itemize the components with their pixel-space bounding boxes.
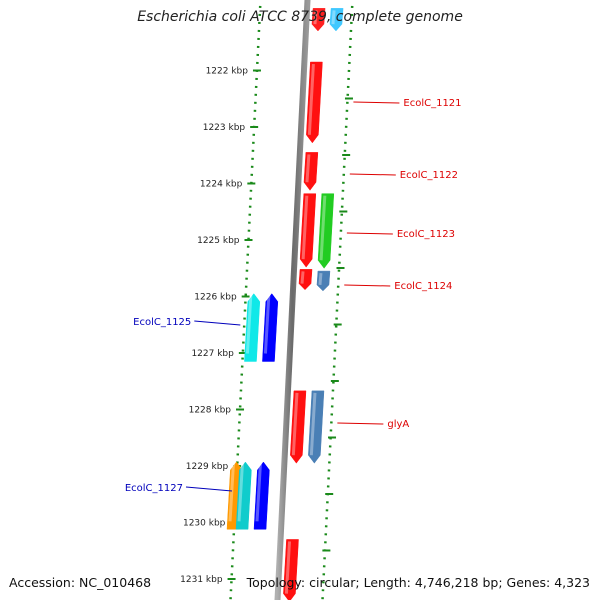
topology-text: Topology: circular; Length: 4,746,218 bp… bbox=[246, 575, 590, 590]
gene-highlight bbox=[318, 272, 323, 286]
accession-text: Accession: NC_010468 bbox=[9, 575, 152, 590]
gene-arrow[interactable] bbox=[308, 390, 325, 464]
gene-label-leader bbox=[344, 284, 391, 287]
gene-highlight bbox=[237, 463, 244, 522]
gene-highlight bbox=[309, 392, 317, 456]
gene-label-leader bbox=[337, 422, 384, 425]
gene-highlight bbox=[305, 154, 311, 183]
gene-label[interactable]: EcolC_1121 bbox=[403, 98, 461, 109]
gene-arrow[interactable] bbox=[317, 193, 335, 269]
gene-label-leader bbox=[194, 320, 241, 326]
gene-label-leader bbox=[349, 173, 396, 176]
gene-highlight bbox=[284, 541, 292, 594]
gene-highlight bbox=[255, 463, 262, 522]
axis-tick-label: 1230 kbp bbox=[183, 519, 226, 529]
axis-tick-label: 1226 kbp bbox=[194, 293, 237, 303]
axis-tick-label: 1227 kbp bbox=[191, 349, 234, 359]
gene-highlight bbox=[307, 63, 315, 135]
gene-highlight bbox=[245, 295, 253, 354]
gene-arrow[interactable] bbox=[235, 461, 252, 530]
gene-arrow[interactable] bbox=[311, 8, 326, 32]
gene-arrow[interactable] bbox=[306, 61, 323, 144]
gene-label[interactable]: EcolC_1124 bbox=[394, 281, 452, 292]
gene-highlight bbox=[331, 10, 336, 25]
gene-arrow[interactable] bbox=[244, 293, 261, 362]
gene-label[interactable]: EcolC_1127 bbox=[125, 483, 183, 494]
axis-tick-label: 1225 kbp bbox=[197, 236, 240, 246]
gene-arrow[interactable] bbox=[253, 461, 270, 530]
gene-highlight bbox=[313, 10, 318, 25]
axis-tick-label: 1229 kbp bbox=[186, 462, 229, 472]
axis-tick-label: 1222 kbp bbox=[206, 67, 249, 77]
gene-highlight bbox=[263, 295, 271, 354]
gene-arrow[interactable] bbox=[290, 390, 307, 464]
axis-tick-label: 1224 kbp bbox=[200, 180, 243, 190]
gene-arrow[interactable] bbox=[283, 539, 299, 603]
gene-label-leader bbox=[346, 232, 393, 235]
axis-tick-label: 1228 kbp bbox=[189, 406, 232, 416]
gene-label[interactable]: EcolC_1123 bbox=[397, 229, 455, 240]
gene-highlight bbox=[228, 463, 235, 522]
genome-backbone bbox=[274, 0, 311, 605]
gene-highlight bbox=[319, 195, 327, 261]
axis-tick-label: 1231 kbp bbox=[180, 575, 223, 585]
map-title: Escherichia coli ATCC 8739, complete gen… bbox=[137, 9, 463, 25]
gene-label[interactable]: glyA bbox=[387, 419, 409, 430]
gene-arrow[interactable] bbox=[262, 293, 279, 362]
gene-arrow[interactable] bbox=[303, 152, 319, 191]
gene-arrow[interactable] bbox=[316, 270, 331, 292]
gene-label-leader bbox=[353, 101, 400, 104]
gene-label-leader bbox=[185, 486, 233, 492]
gene-highlight bbox=[300, 271, 305, 284]
gene-arrow[interactable] bbox=[329, 8, 344, 32]
gene-highlight bbox=[301, 195, 309, 260]
gene-arrow[interactable] bbox=[299, 193, 317, 268]
gene-label[interactable]: EcolC_1122 bbox=[400, 170, 458, 181]
forward-guide-line bbox=[320, 0, 354, 605]
gene-arrow[interactable] bbox=[298, 269, 313, 291]
gene-highlight bbox=[291, 392, 299, 456]
axis-tick-label: 1223 kbp bbox=[203, 123, 246, 133]
gene-label[interactable]: EcolC_1125 bbox=[133, 317, 191, 328]
